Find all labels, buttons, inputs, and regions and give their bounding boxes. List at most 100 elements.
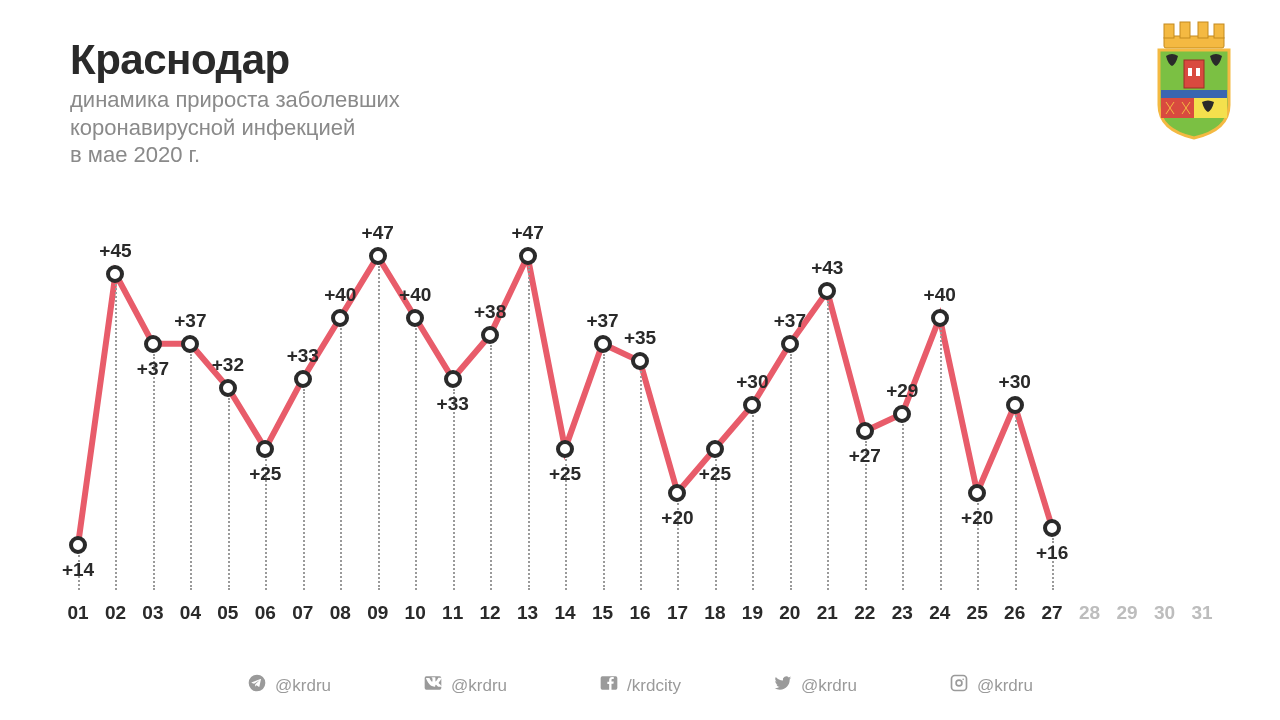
chart-x-label: 02 [105,602,126,624]
chart-marker [181,335,199,353]
chart-value-label: +47 [362,222,394,244]
chart-value-label: +25 [699,463,731,485]
chart-value-label: +32 [212,354,244,376]
chart-stem [228,398,230,591]
chart-marker [256,440,274,458]
chart-x-label: 29 [1116,602,1137,624]
chart-value-label: +37 [174,310,206,332]
svg-rect-6 [1188,68,1192,76]
chart-value-label: +25 [549,463,581,485]
svg-rect-4 [1214,24,1224,38]
chart-value-label: +33 [437,393,469,415]
vk-handle: @krdru [451,676,507,696]
chart-stem [303,389,305,590]
chart-stem [153,354,155,590]
chart-x-label: 06 [255,602,276,624]
twitter-icon [773,673,793,698]
twitter-handle: @krdru [801,676,857,696]
chart-marker [931,309,949,327]
chart-value-label: +30 [999,371,1031,393]
chart-x-label: 22 [854,602,875,624]
chart-stem [603,354,605,590]
chart-marker [781,335,799,353]
chart-marker [743,396,761,414]
chart-x-label: 23 [892,602,913,624]
chart-x-label: 14 [554,602,575,624]
chart-stem [378,266,380,590]
chart-x-label: 03 [142,602,163,624]
chart-value-label: +37 [586,310,618,332]
chart-marker [818,282,836,300]
chart-stem [827,301,829,590]
chart-x-label: 18 [704,602,725,624]
chart-marker [631,352,649,370]
vk-icon [423,673,443,698]
header-block: Краснодар динамика прироста заболевших к… [70,36,400,169]
line-chart: +14+45+37+37+32+25+33+40+47+40+33+38+47+… [60,200,1220,590]
chart-value-label: +14 [62,559,94,581]
chart-marker [406,309,424,327]
city-crest-icon [1144,20,1244,140]
chart-x-label: 10 [405,602,426,624]
chart-stem [640,371,642,590]
chart-value-label: +38 [474,301,506,323]
telegram-icon [247,673,267,698]
social-telegram: @krdru [247,673,331,698]
svg-rect-9 [1161,98,1194,118]
svg-rect-3 [1198,22,1208,38]
chart-marker [1043,519,1061,537]
chart-marker [519,247,537,265]
chart-x-label: 20 [779,602,800,624]
chart-value-label: +30 [736,371,768,393]
chart-value-label: +40 [324,284,356,306]
subtitle: динамика прироста заболевших коронавирус… [70,86,400,169]
subtitle-line2: коронавирусной инфекцией [70,114,400,142]
chart-x-label: 30 [1154,602,1175,624]
chart-marker [144,335,162,353]
page-title: Краснодар [70,36,400,84]
chart-value-label: +27 [849,445,881,467]
chart-marker [106,265,124,283]
chart-x-label: 04 [180,602,201,624]
chart-marker [556,440,574,458]
chart-marker [294,370,312,388]
chart-x-label: 05 [217,602,238,624]
chart-x-label: 24 [929,602,950,624]
social-footer: @krdru @krdru /krdcity @krdru @krdru [0,673,1280,698]
chart-x-label: 17 [667,602,688,624]
chart-value-label: +20 [961,507,993,529]
chart-marker [481,326,499,344]
chart-x-label: 07 [292,602,313,624]
chart-x-label: 09 [367,602,388,624]
chart-value-label: +25 [249,463,281,485]
social-instagram: @krdru [949,673,1033,698]
chart-x-label: 11 [442,602,463,624]
chart-x-label: 31 [1191,602,1212,624]
instagram-handle: @krdru [977,676,1033,696]
chart-value-label: +16 [1036,542,1068,564]
chart-x-label: 08 [330,602,351,624]
chart-x-label: 19 [742,602,763,624]
chart-stem [115,284,117,590]
chart-marker [444,370,462,388]
chart-value-label: +40 [399,284,431,306]
infographic-root: Краснодар динамика прироста заболевших к… [0,0,1280,720]
chart-stem [902,424,904,590]
chart-x-label: 13 [517,602,538,624]
chart-x-label: 26 [1004,602,1025,624]
chart-marker [893,405,911,423]
chart-x-label: 21 [817,602,838,624]
chart-value-label: +20 [661,507,693,529]
chart-stem [453,389,455,590]
chart-stem [940,328,942,591]
telegram-handle: @krdru [275,676,331,696]
chart-stem [790,354,792,590]
social-facebook: /krdcity [599,673,681,698]
chart-value-label: +29 [886,380,918,402]
social-twitter: @krdru [773,673,857,698]
chart-stem [340,328,342,591]
chart-marker [856,422,874,440]
chart-value-label: +40 [924,284,956,306]
chart-marker [331,309,349,327]
chart-x-label: 12 [480,602,501,624]
